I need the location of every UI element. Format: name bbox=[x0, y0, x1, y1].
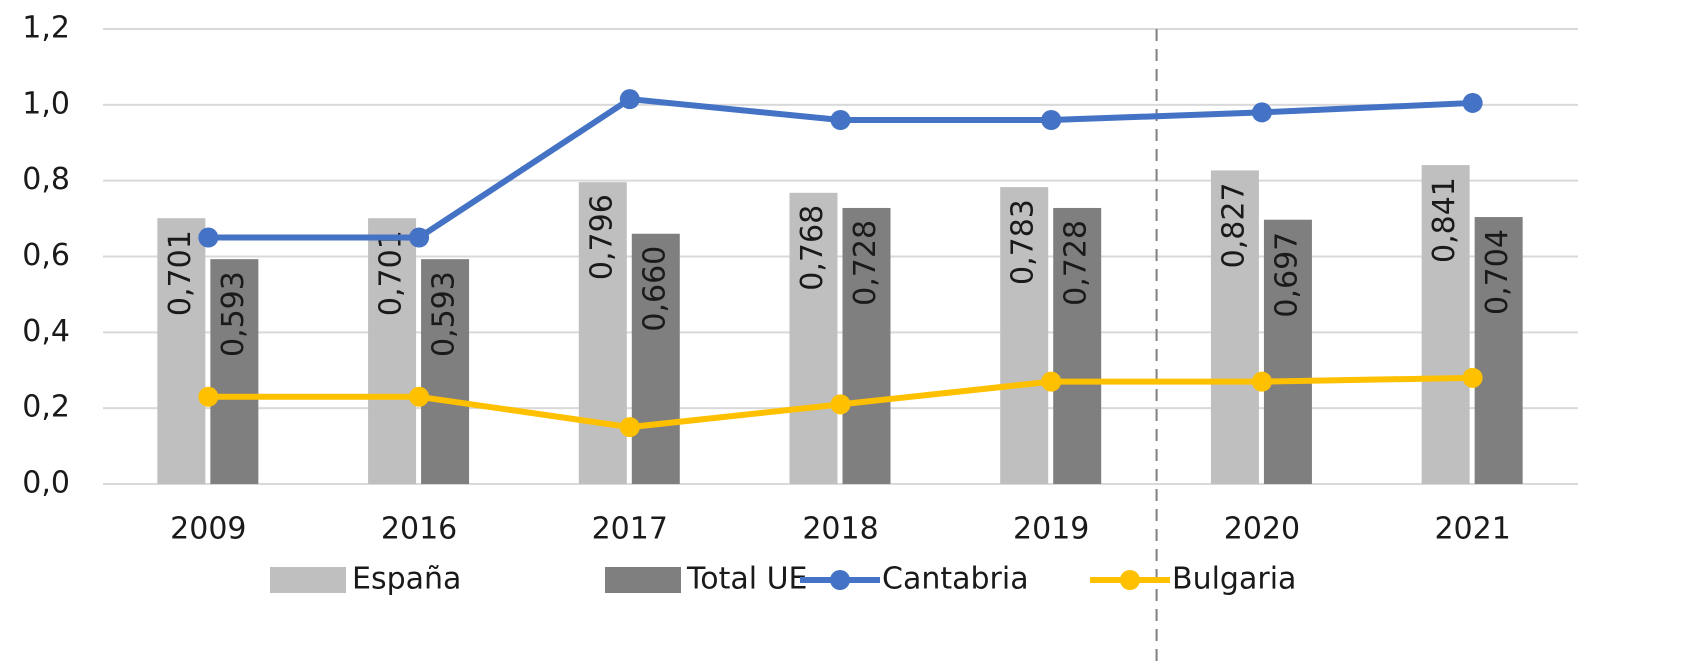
marker bbox=[198, 227, 219, 248]
bar bbox=[368, 218, 417, 484]
bar bbox=[578, 182, 627, 484]
bar bbox=[210, 259, 259, 484]
bar bbox=[1000, 187, 1049, 485]
y-tick-label: 1,0 bbox=[22, 86, 70, 121]
bar bbox=[1210, 170, 1259, 484]
x-tick-label: 2021 bbox=[1434, 512, 1510, 547]
value-label: 0,701 bbox=[374, 230, 409, 316]
marker bbox=[619, 417, 640, 438]
marker bbox=[198, 386, 219, 407]
x-tick-label: 2019 bbox=[1013, 512, 1089, 547]
bar bbox=[1421, 165, 1470, 484]
value-label: 0,768 bbox=[795, 205, 830, 291]
legend-label: Cantabria bbox=[882, 562, 1029, 597]
value-label: 0,704 bbox=[1480, 229, 1515, 315]
x-tick-label: 2009 bbox=[170, 512, 246, 547]
legend-marker bbox=[830, 570, 850, 590]
x-tick-label: 2018 bbox=[802, 512, 878, 547]
bar bbox=[842, 207, 891, 484]
legend-label: España bbox=[352, 562, 461, 597]
value-label: 0,697 bbox=[1269, 232, 1304, 318]
value-label: 0,593 bbox=[427, 271, 462, 357]
bar bbox=[1474, 217, 1523, 485]
bar bbox=[1263, 219, 1312, 485]
x-tick-label: 2020 bbox=[1224, 512, 1300, 547]
value-label: 0,796 bbox=[584, 194, 619, 280]
value-label: 0,660 bbox=[637, 246, 672, 332]
value-label: 0,841 bbox=[1427, 177, 1462, 263]
x-tick-label: 2017 bbox=[592, 512, 668, 547]
value-label: 0,728 bbox=[848, 220, 883, 306]
y-tick-label: 0,2 bbox=[22, 390, 70, 425]
marker bbox=[830, 394, 851, 415]
y-tick-label: 0,4 bbox=[22, 314, 70, 349]
marker bbox=[1251, 102, 1272, 123]
marker bbox=[1462, 367, 1483, 388]
bar bbox=[157, 218, 206, 484]
value-label: 0,783 bbox=[1006, 199, 1041, 285]
marker bbox=[409, 386, 430, 407]
legend-label: Bulgaria bbox=[1172, 562, 1296, 597]
bar bbox=[789, 192, 838, 485]
legend-label: Total UE bbox=[686, 562, 808, 597]
y-tick-label: 0,6 bbox=[22, 238, 70, 273]
y-tick-label: 0,8 bbox=[22, 162, 70, 197]
legend-swatch bbox=[270, 567, 346, 593]
value-label: 0,728 bbox=[1059, 220, 1094, 306]
legend-marker bbox=[1120, 570, 1140, 590]
bar bbox=[421, 259, 470, 484]
bar bbox=[1053, 207, 1102, 484]
marker bbox=[1041, 371, 1062, 392]
marker bbox=[1462, 92, 1483, 113]
y-tick-label: 0,0 bbox=[22, 466, 70, 501]
x-tick-label: 2016 bbox=[381, 512, 457, 547]
bar bbox=[631, 233, 680, 484]
marker bbox=[830, 110, 851, 130]
marker bbox=[409, 227, 430, 248]
legend-swatch bbox=[605, 567, 681, 593]
value-label: 0,701 bbox=[163, 230, 198, 316]
value-label: 0,593 bbox=[216, 271, 251, 357]
y-tick-label: 1,2 bbox=[22, 11, 70, 46]
value-label: 0,827 bbox=[1216, 182, 1251, 268]
marker bbox=[1041, 110, 1062, 130]
marker bbox=[1251, 371, 1272, 392]
marker bbox=[619, 89, 640, 110]
